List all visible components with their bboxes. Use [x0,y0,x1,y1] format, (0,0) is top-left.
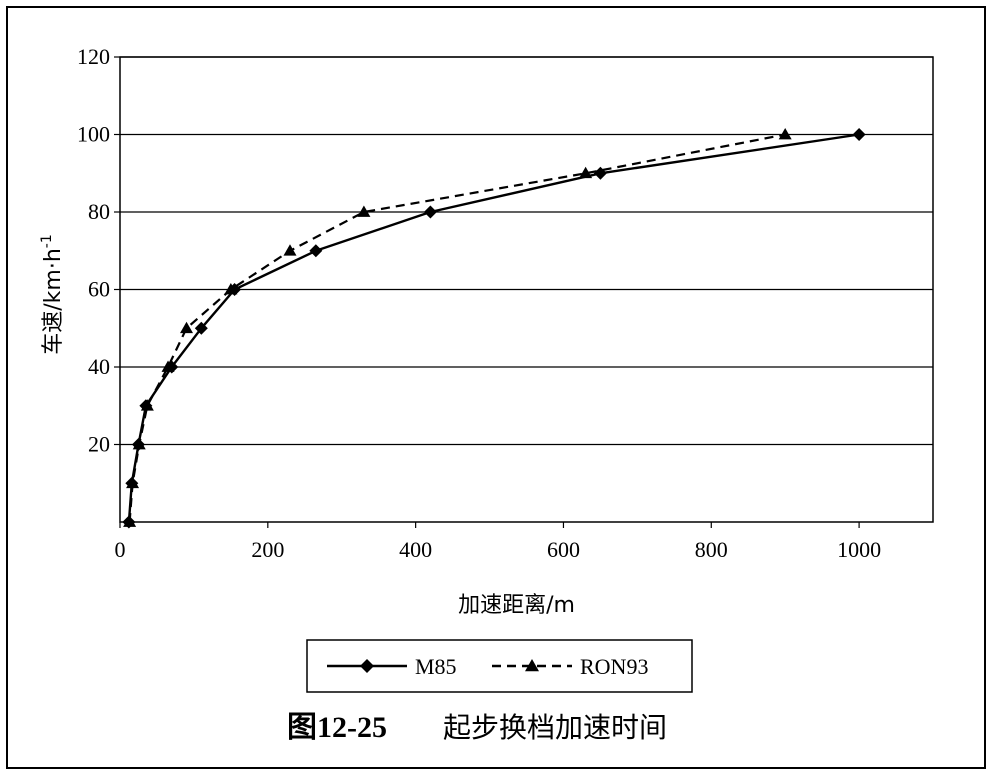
marker-triangle [140,399,154,411]
y-tick-label: 60 [88,277,110,302]
marker-diamond [360,659,374,673]
marker-triangle [525,659,539,672]
marker-triangle [132,438,146,450]
y-axis-label-main: 车速/km·h [41,248,66,355]
legend-entry-RON93: RON93 [492,654,648,679]
y-axis-label-sup: -1 [39,234,55,248]
x-tick-label: 200 [251,537,284,562]
y-tick-label: 80 [88,199,110,224]
x-tick-label: 0 [115,537,126,562]
y-axis-label: 车速/km·h-1 [39,234,66,355]
caption-title: 起步换档加速时间 [443,711,667,744]
marker-triangle [357,205,371,217]
marker-triangle [224,283,238,295]
gridlines [120,56,933,446]
y-tick-label: 100 [77,122,110,147]
legend-label: RON93 [580,654,648,679]
axis-ticks: 20 40 60 80 100 120 0 200 400 600 800 1000 [77,44,881,562]
marker-triangle [283,244,297,256]
svg-text:车速/km·h-1: 车速/km·h-1 [39,234,66,355]
marker-diamond [852,128,866,141]
y-tick-label: 20 [88,432,110,457]
marker-triangle [126,476,140,489]
x-tick-label: 400 [399,537,432,562]
y-tick-label: 120 [77,44,110,69]
series-group [122,128,866,529]
marker-triangle [579,166,593,179]
y-tick-label: 40 [88,354,110,379]
x-tick-label: 800 [695,537,728,562]
marker-triangle [123,515,137,527]
marker-triangle [161,360,175,372]
caption-number: 图12-25 [287,711,387,744]
x-axis-label: 加速距离/m [458,593,575,618]
marker-diamond [194,321,208,335]
series-M85 [122,128,866,529]
legend-label: M85 [415,654,457,679]
marker-diamond [309,244,323,258]
marker-triangle [778,128,792,140]
series-line [127,133,860,523]
series-RON93 [123,128,792,527]
legend: M85 RON93 [306,639,693,693]
x-tick-label: 600 [547,537,580,562]
figure-caption: 图12-25 起步换档加速时间 [287,711,667,744]
legend-entry-M85: M85 [327,654,457,679]
marker-diamond [423,205,437,219]
marker-triangle [180,321,194,334]
series-line [128,133,786,523]
x-tick-label: 1000 [837,537,881,562]
